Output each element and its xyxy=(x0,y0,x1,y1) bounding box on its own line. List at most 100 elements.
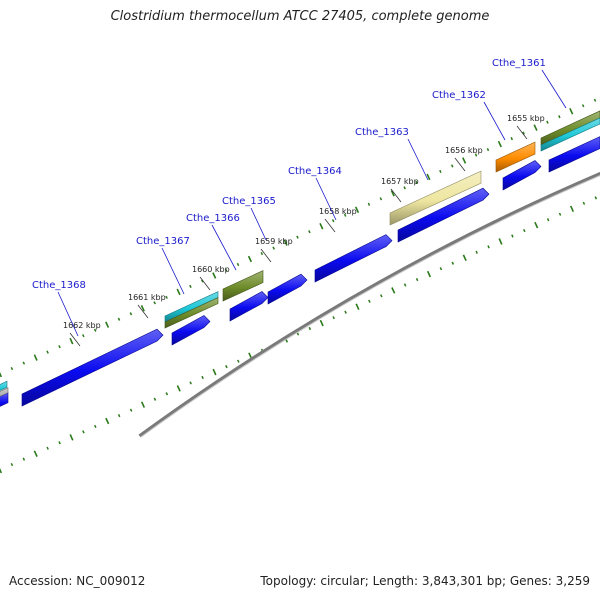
cds-feature-block xyxy=(314,234,393,283)
outer-track-tick xyxy=(117,317,121,321)
genome-backbone-highlight xyxy=(140,175,600,438)
kbp-leader-line xyxy=(390,188,402,203)
inner-track-tick xyxy=(212,368,217,376)
outer-track-tick xyxy=(272,246,275,250)
gene-label: Cthe_1361 xyxy=(492,58,546,69)
inner-track-tick xyxy=(319,319,324,327)
kbp-tick-label: 1660 kbp xyxy=(192,265,230,274)
outer-track-tick xyxy=(354,206,360,214)
outer-track-tick xyxy=(331,219,335,223)
cds-feature-block xyxy=(548,136,600,173)
gene-label: Cthe_1363 xyxy=(355,127,409,138)
outer-track-tick xyxy=(22,361,26,365)
inner-track-tick xyxy=(594,196,598,200)
inner-track-tick xyxy=(201,375,204,380)
inner-track-tick xyxy=(391,287,396,294)
gene-leader-line xyxy=(407,138,429,181)
gene-leader-line xyxy=(541,69,567,109)
cyan-feature-block xyxy=(540,117,600,152)
label-layer: 1655 kbp 1656 kbp 1657 kbp 1658 kbp 1659 kbp… xyxy=(32,58,567,347)
inner-track-tick xyxy=(546,218,550,222)
kbp-tick-label: 1656 kbp xyxy=(445,146,483,155)
genome-backbone xyxy=(138,171,600,438)
outer-track-tick xyxy=(58,345,61,349)
inner-track-tick xyxy=(534,221,539,229)
inner-track-tick xyxy=(380,294,383,298)
inner-track-tick xyxy=(58,441,61,445)
cds-feature-block xyxy=(267,273,308,305)
outer-track-tick xyxy=(140,305,145,312)
khaki-feature-block xyxy=(389,170,482,226)
cds-feature-block xyxy=(21,328,164,407)
gene-leader-line xyxy=(315,177,337,221)
outer-track-tick xyxy=(129,312,133,316)
outer-track-tick xyxy=(379,197,383,201)
inner-track-tick xyxy=(117,414,121,418)
inner-track-tick xyxy=(33,450,38,457)
outer-track-tick xyxy=(474,153,478,157)
olive-feature-block xyxy=(222,270,264,302)
inner-track-tick xyxy=(523,228,526,233)
kbp-leader-line xyxy=(516,125,528,140)
outer-track-tick xyxy=(224,268,228,272)
outer-track-tick xyxy=(486,147,490,152)
outer-track-tick xyxy=(367,202,371,206)
outer-track-tick xyxy=(0,372,3,378)
outer-track-tick xyxy=(343,213,347,217)
gene-label: Cthe_1366 xyxy=(186,213,240,224)
inner-track-tick xyxy=(355,303,360,311)
orange-feature-block xyxy=(495,141,536,173)
inner-track-tick xyxy=(296,332,300,336)
cds-feature-block xyxy=(229,291,269,322)
outer-track-tick xyxy=(403,186,406,190)
inner-track-tick xyxy=(10,462,14,467)
cds-feature-block xyxy=(502,160,542,191)
inner-track-tick xyxy=(558,212,562,216)
inner-track-tick xyxy=(368,299,371,303)
inner-track-tick xyxy=(46,446,49,450)
outer-track-tick xyxy=(593,98,597,102)
inner-track-tick xyxy=(308,326,312,331)
inner-track-tick xyxy=(165,392,169,396)
outer-track-tick xyxy=(247,255,253,263)
outer-track-tick xyxy=(93,328,97,332)
gene-label: Cthe_1362 xyxy=(432,90,486,101)
inner-track-tick xyxy=(475,250,478,254)
kbp-leader-line xyxy=(454,157,466,172)
kbp-tick-label: 1657 kbp xyxy=(381,177,419,186)
gene-label: Cthe_1365 xyxy=(222,196,276,207)
inner-track-tick xyxy=(439,267,443,271)
inner-track-tick xyxy=(487,245,490,249)
outer-track-tick xyxy=(189,284,192,289)
map-title: Clostridium thermocellum ATCC 27405, com… xyxy=(110,9,490,24)
kbp-tick-label: 1659 kbp xyxy=(255,237,293,246)
gene-leader-line xyxy=(211,224,237,271)
outer-track-tick xyxy=(46,350,49,354)
gene-label: Cthe_1367 xyxy=(136,236,190,247)
outer-track-tick xyxy=(533,124,538,131)
inner-track-tick xyxy=(569,205,575,213)
outer-track-tick xyxy=(319,222,324,230)
kbp-tick-label: 1661 kbp xyxy=(128,293,166,302)
cyan-feature-block xyxy=(0,380,8,391)
kbp-leader-line xyxy=(69,332,81,347)
gene-leader-line xyxy=(483,101,506,141)
outer-track-tick xyxy=(236,262,240,267)
topology-text: Topology: circular; Length: 3,843,301 bp… xyxy=(260,574,590,588)
outer-track-tick xyxy=(69,337,74,345)
kbp-tick-label: 1662 kbp xyxy=(63,321,101,330)
outer-track-tick xyxy=(558,115,561,119)
inner-track-tick xyxy=(415,277,419,282)
inner-track-tick xyxy=(82,430,85,434)
inner-track-tick xyxy=(426,270,432,278)
kbp-leader-line xyxy=(324,218,336,233)
outer-track-tick xyxy=(176,288,181,296)
backbone-layer xyxy=(138,171,600,438)
inner-track-tick xyxy=(176,385,181,392)
outer-track-tick xyxy=(296,235,299,239)
cds-feature-block xyxy=(171,315,211,346)
gene-leader-line xyxy=(250,207,267,241)
inner-track-tick xyxy=(189,381,192,385)
inner-track-tick xyxy=(344,310,347,314)
feature-layer xyxy=(0,110,600,407)
